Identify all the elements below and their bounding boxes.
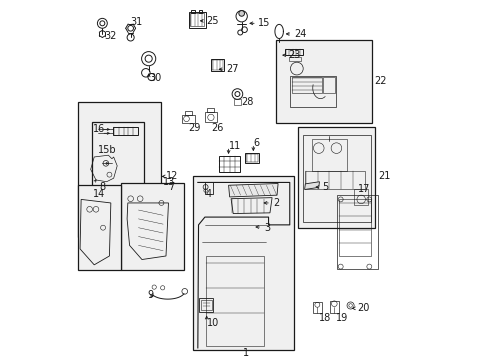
Text: 7: 7 — [168, 182, 174, 192]
Bar — [305, 171, 364, 189]
Text: 9: 9 — [147, 290, 153, 300]
Polygon shape — [228, 184, 278, 197]
Bar — [204, 112, 217, 122]
Text: 10: 10 — [206, 318, 219, 328]
Bar — [121, 184, 184, 270]
Bar — [233, 99, 241, 105]
Circle shape — [238, 10, 244, 16]
Bar — [313, 302, 321, 313]
Bar — [276, 40, 371, 123]
Bar — [288, 57, 301, 61]
Text: 22: 22 — [374, 76, 386, 86]
Text: 3: 3 — [264, 223, 269, 233]
Bar — [190, 13, 204, 27]
Text: 2: 2 — [272, 198, 279, 208]
Bar — [78, 102, 161, 237]
Text: 28: 28 — [241, 97, 254, 107]
Bar — [193, 176, 293, 350]
Bar — [244, 153, 259, 163]
Bar — [353, 189, 367, 205]
Text: 11: 11 — [228, 141, 241, 151]
Text: 8: 8 — [99, 182, 105, 192]
Bar — [201, 300, 211, 310]
Text: 5: 5 — [322, 182, 328, 192]
Bar — [199, 298, 213, 312]
Text: 27: 27 — [225, 64, 238, 74]
Text: 12: 12 — [165, 171, 178, 181]
Bar — [78, 185, 121, 270]
Bar — [182, 115, 195, 123]
Text: 18: 18 — [318, 313, 330, 323]
Bar — [323, 77, 334, 93]
Text: 30: 30 — [149, 73, 162, 84]
Bar — [246, 154, 258, 162]
Bar — [185, 111, 192, 115]
Bar — [292, 77, 322, 93]
Text: 23: 23 — [288, 50, 301, 60]
Bar — [188, 12, 205, 28]
Text: 15b: 15b — [98, 145, 116, 155]
Polygon shape — [304, 182, 319, 189]
Bar — [92, 122, 143, 207]
Text: 31: 31 — [130, 17, 142, 27]
Text: 17: 17 — [357, 184, 369, 194]
Bar — [329, 301, 339, 312]
Bar — [113, 127, 138, 135]
Bar — [284, 49, 302, 55]
Text: 25: 25 — [206, 16, 218, 26]
Bar — [219, 156, 240, 172]
Text: 15: 15 — [257, 18, 270, 28]
Bar — [297, 127, 375, 228]
Bar — [211, 60, 223, 70]
Text: 4: 4 — [205, 189, 211, 199]
Text: 24: 24 — [293, 29, 306, 39]
Text: 14: 14 — [93, 189, 105, 199]
Bar — [191, 10, 195, 13]
Text: 32: 32 — [104, 31, 116, 41]
Text: 21: 21 — [377, 171, 390, 181]
Bar — [336, 195, 377, 269]
Text: 29: 29 — [188, 123, 201, 133]
Bar — [210, 59, 224, 71]
Text: 20: 20 — [357, 303, 369, 313]
Text: 13: 13 — [163, 177, 175, 187]
Text: 1: 1 — [243, 348, 249, 358]
Text: 16: 16 — [93, 124, 105, 134]
Bar — [205, 256, 264, 346]
Bar — [302, 135, 370, 222]
Text: 19: 19 — [336, 313, 348, 323]
Text: 6: 6 — [253, 138, 259, 148]
Bar — [311, 139, 346, 171]
Bar — [339, 199, 370, 256]
Bar — [207, 108, 214, 112]
Text: 26: 26 — [210, 123, 223, 133]
Bar — [290, 76, 336, 108]
Bar — [198, 10, 202, 13]
